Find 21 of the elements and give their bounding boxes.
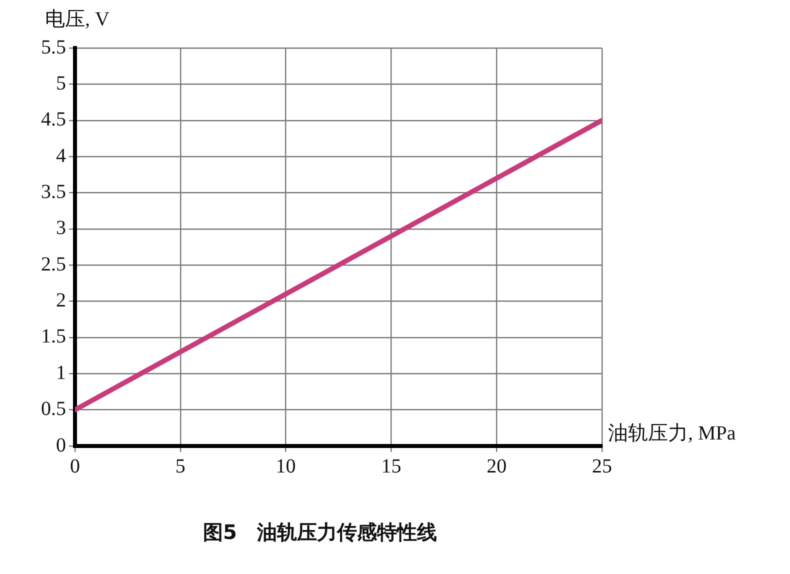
y-tick-label: 0 <box>56 434 66 456</box>
y-tick-label: 3.5 <box>41 180 66 203</box>
y-axis-title: 电压, V <box>45 8 110 30</box>
y-tick-label: 4 <box>56 144 66 167</box>
y-tick-label: 3 <box>56 217 66 240</box>
y-tick-label: 2 <box>56 290 66 312</box>
y-tick-label: 2.5 <box>41 253 66 276</box>
x-tick-label: 20 <box>486 455 507 478</box>
x-tick-label: 5 <box>175 455 186 478</box>
y-tick-label: 4.5 <box>41 108 66 131</box>
x-tick-label: 15 <box>381 455 402 478</box>
x-tick-label: 10 <box>276 455 296 478</box>
x-axis-title: 油轨压力, MPa <box>608 422 736 444</box>
y-tick-label: 1.5 <box>41 326 66 348</box>
y-tick-label: 5 <box>56 72 66 94</box>
text: 图5 油轨压力传感特性线 <box>203 520 437 544</box>
x-tick-label: 0 <box>70 455 80 478</box>
y-tick-label: 5.5 <box>41 36 66 58</box>
y-tick-label: 1 <box>56 362 66 384</box>
x-tick-label: 25 <box>592 455 612 478</box>
y-tick-label: 0.5 <box>41 398 66 420</box>
